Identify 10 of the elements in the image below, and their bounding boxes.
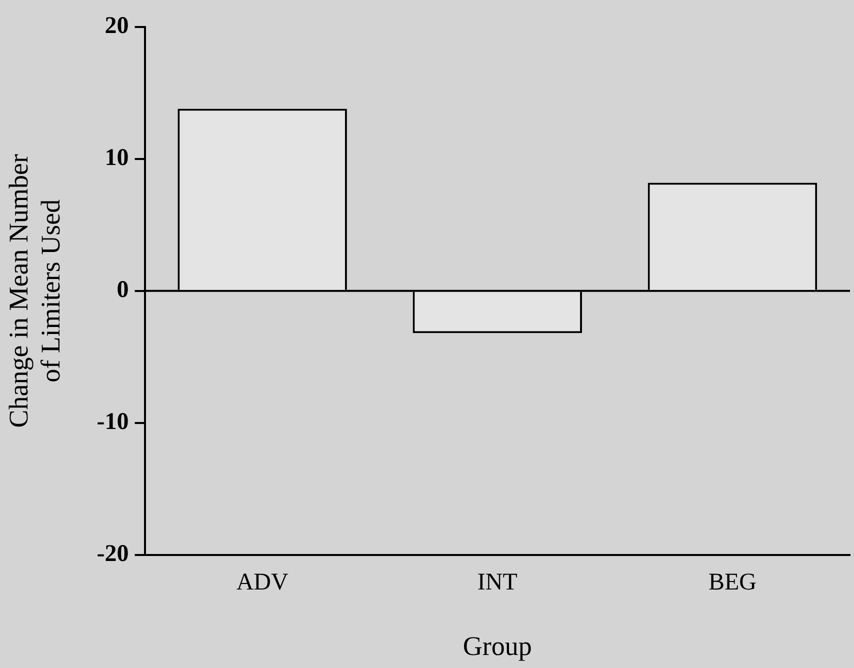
y-tick-label: 10 <box>104 145 129 172</box>
y-tick-label: 20 <box>104 13 129 40</box>
x-tick-label: ADV <box>236 569 289 596</box>
x-tick-label: INT <box>477 569 518 596</box>
y-tick-label: 0 <box>116 277 129 304</box>
x-axis-title: Group <box>462 630 532 661</box>
y-axis-title: Change in Mean Number of Limiters Used <box>3 154 66 428</box>
x-tick-label: BEG <box>708 569 756 596</box>
y-tick-label: -20 <box>96 541 129 568</box>
y-tick-label: -10 <box>96 409 129 436</box>
